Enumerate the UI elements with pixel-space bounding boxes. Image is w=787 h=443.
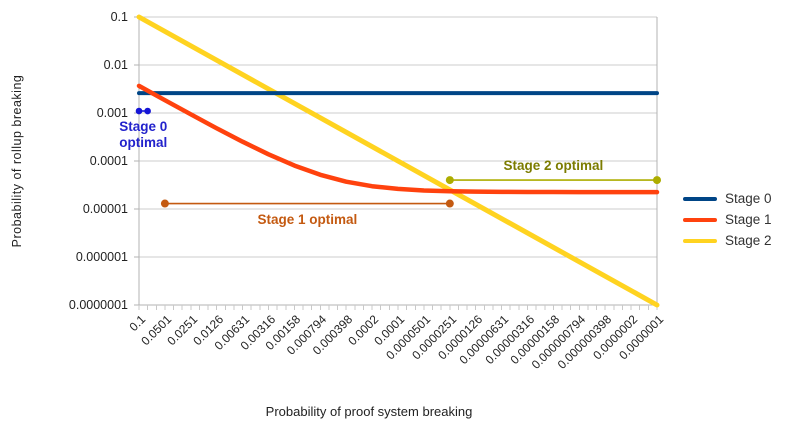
legend-label: Stage 2 [725, 233, 772, 248]
y-axis-title: Probability of rollup breaking [10, 74, 24, 248]
annotation-label-stage-1-optimal: Stage 1 optimal [232, 212, 382, 228]
annotation-label-stage-0-optimal: Stage 0 optimal [68, 119, 218, 151]
stage-2-optimal-dot-left [445, 176, 454, 185]
annotation-label-line: Stage 1 optimal [257, 211, 358, 227]
legend: Stage 0 Stage 1 Stage 2 [683, 188, 772, 251]
stage-1-optimal-dot-right [445, 199, 454, 208]
y-tick-label: 0.0000001 [68, 298, 128, 312]
legend-swatch [683, 238, 717, 243]
legend-item-stage-1: Stage 1 [683, 209, 772, 230]
y-tick-label: 0.01 [103, 58, 128, 72]
stage-0-optimal-dot-right [144, 107, 151, 115]
legend-swatch [683, 196, 717, 201]
legend-label: Stage 1 [725, 212, 772, 227]
legend-label: Stage 0 [725, 191, 772, 206]
annotation-label-line: optimal [119, 135, 168, 151]
y-tick-label: 0.001 [96, 106, 128, 120]
x-axis-title: Probability of proof system breaking [265, 404, 473, 419]
y-tick-label: 0.1 [110, 10, 128, 24]
legend-item-stage-0: Stage 0 [683, 188, 772, 209]
legend-swatch [683, 217, 717, 222]
y-tick-label: 0.0001 [89, 154, 128, 168]
stage-2-optimal-dot-right [653, 176, 661, 185]
y-tick-label: 0.00001 [82, 202, 128, 216]
annotation-label-stage-2-optimal: Stage 2 optimal [478, 158, 628, 174]
annotation-label-line: Stage 0 [119, 119, 168, 134]
stage-1-optimal-dot-left [160, 199, 169, 208]
y-tick-label: 0.000001 [75, 250, 128, 264]
annotation-label-line: Stage 2 optimal [503, 158, 604, 174]
legend-item-stage-2: Stage 2 [683, 230, 772, 251]
series-line-stage-1 [136, 83, 660, 195]
series-line-stage-2 [136, 14, 660, 308]
stage-0-optimal-dot-left [135, 107, 143, 115]
